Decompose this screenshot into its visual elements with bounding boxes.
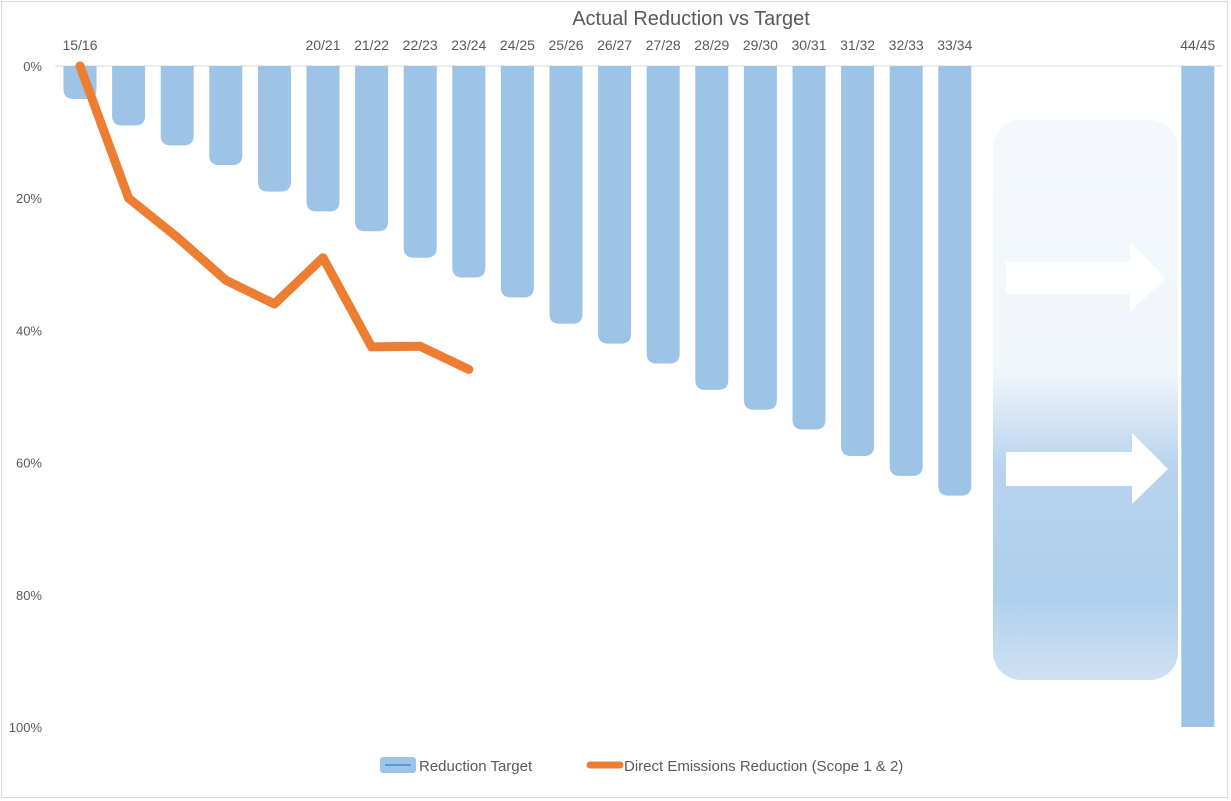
bar-reduction-target	[695, 66, 729, 390]
bar-reduction-target	[160, 66, 194, 146]
bar-reduction-target	[112, 66, 146, 126]
x-tick-label: 27/28	[646, 37, 681, 53]
bar-reduction-target	[306, 66, 340, 212]
x-tick-label: 28/29	[694, 37, 729, 53]
x-tick-label: 31/32	[840, 37, 875, 53]
bar-reduction-target	[598, 66, 632, 344]
x-tick-label: 15/16	[62, 37, 97, 53]
x-tick-label: 29/30	[743, 37, 778, 53]
chart-title: Actual Reduction vs Target	[572, 8, 810, 30]
timeline-gap-decoration	[993, 120, 1178, 680]
bar-reduction-target	[452, 66, 486, 278]
arrow-right-icon	[1006, 242, 1165, 312]
bar-reduction-target	[889, 66, 923, 476]
arrow-right-icon	[1006, 433, 1168, 504]
y-tick-label: 0%	[23, 59, 42, 74]
x-tick-label: 22/23	[403, 37, 438, 53]
legend-label-direct-emissions: Direct Emissions Reduction (Scope 1 & 2)	[624, 758, 903, 775]
x-tick-label: 20/21	[305, 37, 340, 53]
x-tick-label: 30/31	[791, 37, 826, 53]
x-tick-label: 21/22	[354, 37, 389, 53]
bar-reduction-target	[1181, 66, 1215, 727]
x-tick-label: 24/25	[500, 37, 535, 53]
bar-reduction-target	[549, 66, 583, 324]
bar-reduction-target	[500, 66, 534, 298]
y-tick-label: 80%	[16, 588, 42, 603]
x-tick-label: 25/26	[548, 37, 583, 53]
bar-reduction-target	[743, 66, 777, 410]
x-tick-label: 23/24	[451, 37, 486, 53]
bar-reduction-target	[257, 66, 291, 192]
x-tick-label: 33/34	[937, 37, 972, 53]
y-tick-label: 100%	[9, 720, 43, 735]
y-tick-label: 40%	[16, 323, 42, 338]
x-tick-label: 26/27	[597, 37, 632, 53]
bar-reduction-target	[355, 66, 389, 232]
bar-reduction-target	[938, 66, 972, 496]
x-tick-label: 32/33	[889, 37, 924, 53]
legend-label-reduction-target: Reduction Target	[419, 758, 533, 775]
legend: Reduction Target Direct Emissions Reduct…	[380, 757, 903, 775]
bar-reduction-target	[646, 66, 680, 364]
y-tick-label: 60%	[16, 456, 42, 471]
bar-reduction-target	[209, 66, 243, 166]
x-tick-label: 44/45	[1180, 37, 1215, 53]
y-tick-label: 20%	[16, 191, 42, 206]
bar-reduction-target	[792, 66, 826, 430]
bar-reduction-target	[841, 66, 875, 456]
bar-reduction-target	[403, 66, 437, 258]
